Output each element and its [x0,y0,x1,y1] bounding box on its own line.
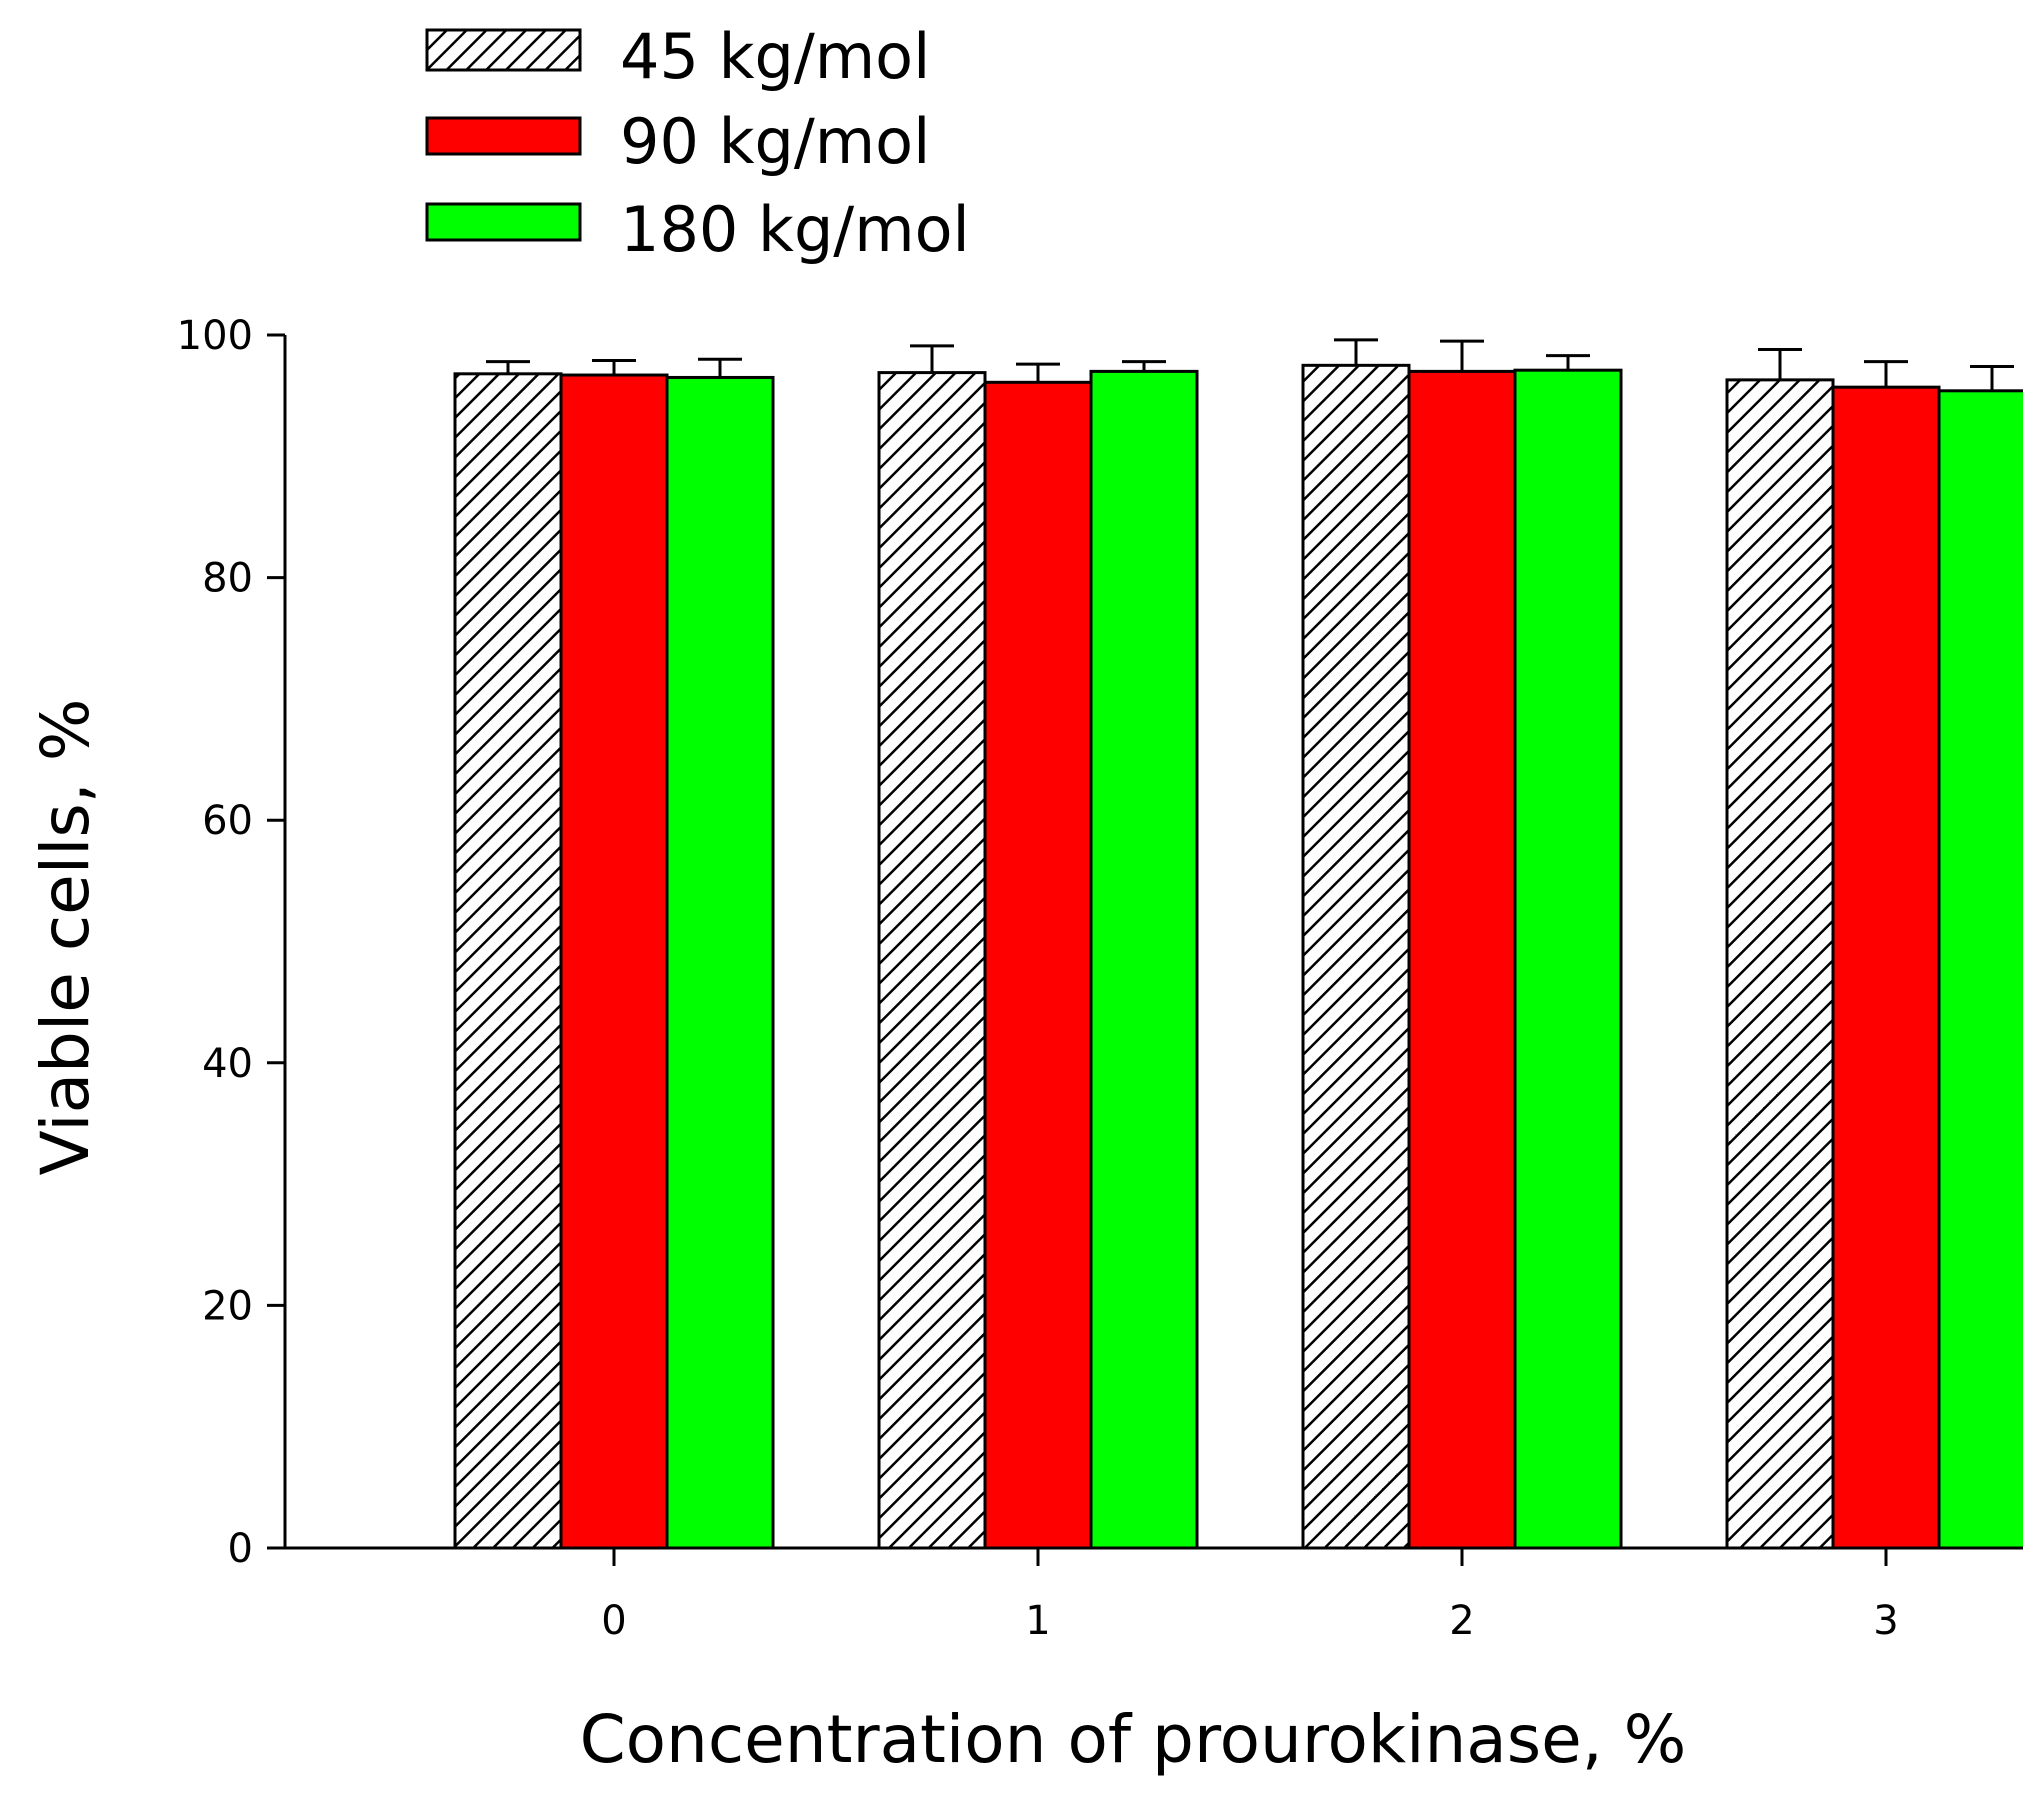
legend-item-3: 180 kg/mol [425,193,970,266]
legend-swatch-3 [425,202,582,242]
legend-label-2: 90 kg/mol [620,105,930,178]
x-tick-label-2: 2 [1449,1598,1474,1644]
legend-label-1: 45 kg/mol [620,20,930,93]
legend-item-2: 90 kg/mol [425,105,930,178]
x-tick-label-1: 1 [1025,1598,1050,1644]
legend: 45 kg/mol 90 kg/mol 180 kg/mol [425,20,970,266]
bar-s3-c3 [1937,389,2023,1550]
bar-s3-c2 [1513,368,1623,1550]
y-tick-label-5: 100 [177,313,253,359]
bar-s1-c3 [1725,378,1835,1550]
bar-s2-c2 [1407,369,1517,1550]
bar-s2-c3 [1831,385,1941,1550]
y-tick-label-2: 40 [202,1041,253,1087]
bar-s1-c0 [453,372,563,1550]
x-axis-title: Concentration of prourokinase, % [580,1701,1687,1778]
bar-s1-c2 [1301,363,1411,1550]
legend-item-1: 45 kg/mol [425,20,930,93]
x-axis: 0 1 2 3 [285,1546,2005,1644]
legend-swatch-2 [425,116,582,156]
bar-s1-c1 [877,371,987,1550]
y-tick-label-4: 80 [202,556,253,602]
x-tick-label-3: 3 [1873,1598,1898,1644]
legend-swatch-1 [425,28,582,72]
y-axis-title: Viable cells, % [27,699,104,1176]
y-tick-label-0: 0 [228,1526,253,1572]
y-tick-label-1: 20 [202,1283,253,1329]
y-tick-label-3: 60 [202,798,253,844]
bar-s2-c0 [559,373,669,1550]
x-tick-label-0: 0 [601,1598,626,1644]
bars [453,338,2023,1550]
bar-s3-c1 [1089,369,1199,1550]
y-axis: 0 20 40 60 80 100 [177,313,287,1572]
bar-s3-c0 [665,375,775,1550]
legend-label-3: 180 kg/mol [620,193,970,266]
bar-s2-c1 [983,380,1093,1550]
